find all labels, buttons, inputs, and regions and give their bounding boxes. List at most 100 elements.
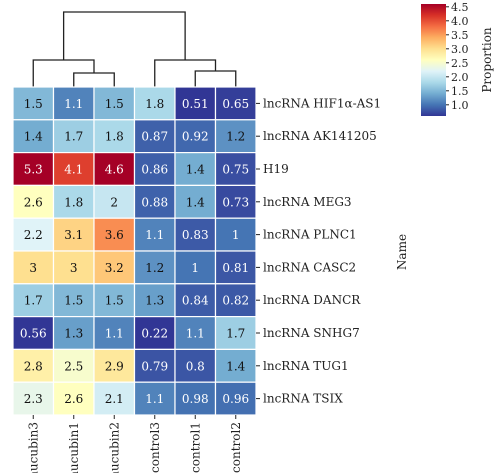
column-label: control2 xyxy=(229,422,243,473)
cell-value-label: 1.1 xyxy=(145,392,164,406)
heatmap-cell xyxy=(93,348,136,383)
cell-value-label: 1 xyxy=(232,228,240,242)
heatmap-cell xyxy=(12,381,55,416)
cell-value-label: 3 xyxy=(29,261,37,275)
cell-value-label: 0.83 xyxy=(182,228,209,242)
cell-value-label: 0.8 xyxy=(186,359,205,373)
heatmap-cell xyxy=(93,119,136,154)
row-labels: lncRNA HIF1α-AS1 lncRNA AK141205 H19 lncRNA… xyxy=(256,96,381,406)
cell-value-label: 0.75 xyxy=(222,163,249,177)
column-label: control3 xyxy=(148,422,162,473)
cell-value-label: 4.6 xyxy=(105,163,124,177)
cell-value-label: 1.8 xyxy=(64,195,83,209)
cell-value-label: 1.1 xyxy=(145,228,164,242)
heatmap-cell xyxy=(12,283,55,318)
row-label: lncRNA TSIX xyxy=(263,392,343,406)
heatmap-cell xyxy=(93,152,136,187)
colorbar-tick-label: 3.0 xyxy=(451,43,469,56)
cell-value-label: 0.84 xyxy=(182,294,209,308)
heatmap-cell xyxy=(52,217,95,252)
cell-value-label: 5.3 xyxy=(24,163,43,177)
cell-value-label: 1.7 xyxy=(226,327,245,341)
cell-value-label: 2 xyxy=(110,195,118,209)
heatmap-cell xyxy=(174,217,217,252)
colorbar-tick-label: 3.5 xyxy=(451,29,469,42)
heatmap-cell xyxy=(174,119,217,154)
heatmap-cell xyxy=(12,152,55,187)
cell-value-label: 1.3 xyxy=(145,294,164,308)
colorbar-tick-label: 2.5 xyxy=(451,57,469,70)
row-label: lncRNA CASC2 xyxy=(263,260,356,274)
colorbar-gradient xyxy=(421,4,446,116)
heatmap-cells: 1.5 1.1 1.5 1.8 0.51 0.65 1.4 1.7 1.8 0.87 0.92 1.2… xyxy=(12,86,257,416)
colorbar: 4.54.03.53.02.52.01.51.0 Proportion xyxy=(421,1,494,116)
colorbar-tick-label: 1.0 xyxy=(451,99,469,112)
cell-value-label: 1.4 xyxy=(186,163,205,177)
cell-value-label: 1.8 xyxy=(145,97,164,111)
column-label: aucubin2 xyxy=(107,422,121,473)
row-label: lncRNA HIF1α-AS1 xyxy=(263,96,381,110)
cell-value-label: 4.1 xyxy=(64,163,83,177)
cell-value-label: 0.82 xyxy=(222,294,249,308)
heatmap-cell xyxy=(214,250,257,285)
cell-value-label: 0.56 xyxy=(20,327,47,341)
heatmap-cell xyxy=(133,217,176,252)
colorbar-tick-label: 4.0 xyxy=(451,15,469,28)
colorbar-tick-label: 4.5 xyxy=(451,1,469,14)
cell-value-label: 0.22 xyxy=(141,327,168,341)
cell-value-label: 1.1 xyxy=(105,327,124,341)
dendrogram-link xyxy=(73,72,115,87)
heatmap-cell xyxy=(12,184,55,219)
row-label: lncRNA PLNC1 xyxy=(263,228,357,242)
cell-value-label: 0.81 xyxy=(222,261,249,275)
cell-value-label: 1.3 xyxy=(64,327,83,341)
row-label: lncRNA SNHG7 xyxy=(263,326,360,340)
column-label: aucubin3 xyxy=(26,422,40,473)
colorbar-title: Proportion xyxy=(480,27,494,93)
cell-value-label: 3.2 xyxy=(105,261,124,275)
heatmap-cell xyxy=(52,381,95,416)
cell-value-label: 0.73 xyxy=(222,195,249,209)
cell-value-label: 2.3 xyxy=(24,392,43,406)
colorbar-tick-label: 1.5 xyxy=(451,85,469,98)
cell-value-label: 2.5 xyxy=(64,359,83,373)
column-dendrogram xyxy=(32,11,237,87)
column-label: control1 xyxy=(188,422,202,473)
row-label: lncRNA TUG1 xyxy=(263,359,349,373)
cell-value-label: 0.88 xyxy=(141,195,168,209)
cell-value-label: 1.8 xyxy=(105,130,124,144)
cell-value-label: 0.92 xyxy=(182,130,209,144)
cell-value-label: 3.6 xyxy=(105,228,124,242)
cell-value-label: 1.5 xyxy=(105,294,124,308)
cell-value-label: 1.4 xyxy=(226,359,245,373)
cell-value-label: 2.1 xyxy=(105,392,124,406)
cell-value-label: 0.51 xyxy=(182,97,209,111)
heatmap-cell xyxy=(93,217,136,252)
heatmap-cell xyxy=(133,250,176,285)
cell-value-label: 1.4 xyxy=(186,195,205,209)
cell-value-label: 1.7 xyxy=(24,294,43,308)
cell-value-label: 1 xyxy=(191,261,199,275)
cell-value-label: 1.1 xyxy=(64,97,83,111)
cell-value-label: 1.2 xyxy=(145,261,164,275)
heatmap-cell xyxy=(214,217,257,252)
cell-value-label: 0.79 xyxy=(141,359,168,373)
cell-value-label: 1.5 xyxy=(105,97,124,111)
cell-value-label: 0.98 xyxy=(182,392,209,406)
heatmap-cell xyxy=(52,152,95,187)
row-label: H19 xyxy=(263,162,289,176)
cell-value-label: 2.6 xyxy=(64,392,83,406)
cell-value-label: 1.2 xyxy=(226,130,245,144)
cell-value-label: 1.4 xyxy=(24,130,43,144)
cell-value-label: 1.7 xyxy=(64,130,83,144)
cell-value-label: 2.9 xyxy=(105,359,124,373)
row-label: lncRNA MEG3 xyxy=(263,195,352,209)
cell-value-label: 1.5 xyxy=(24,97,43,111)
colorbar-tick-label: 2.0 xyxy=(451,71,469,84)
heatmap-cell xyxy=(52,86,95,121)
heatmap-cell xyxy=(133,348,176,383)
cell-value-label: 3 xyxy=(70,261,78,275)
column-labels: aucubin3 aucubin1 aucubin2 control3 control1… xyxy=(26,415,243,473)
cell-value-label: 0.65 xyxy=(222,97,249,111)
